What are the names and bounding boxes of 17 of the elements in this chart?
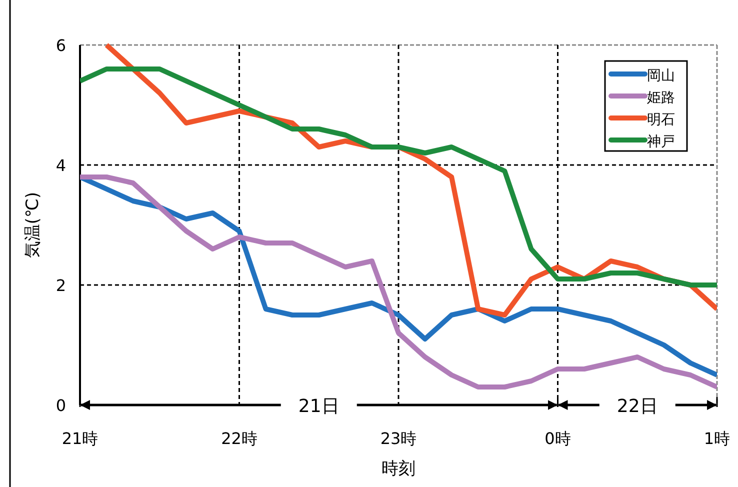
y-tick-label: 4 xyxy=(56,156,66,175)
y-tick-label: 0 xyxy=(56,396,66,415)
x-tick-label: 0時 xyxy=(544,429,571,448)
y-axis-title: 気温(℃) xyxy=(23,192,43,258)
legend-label: 姫路 xyxy=(647,90,675,106)
x-tick-label: 21時 xyxy=(62,429,98,448)
x-tick-label: 1時 xyxy=(704,429,730,448)
legend-label: 神戸 xyxy=(647,134,675,150)
x-tick-label: 22時 xyxy=(221,429,258,448)
legend-label: 岡山 xyxy=(647,68,675,84)
x-axis-title: 時刻 xyxy=(382,459,416,479)
x-tick-label: 23時 xyxy=(380,429,417,448)
annotation: 21日 xyxy=(298,396,340,417)
legend-label: 明石 xyxy=(647,112,675,128)
y-tick-label: 6 xyxy=(56,36,66,55)
annotation: 22日 xyxy=(616,396,658,417)
y-tick-label: 2 xyxy=(56,276,66,295)
